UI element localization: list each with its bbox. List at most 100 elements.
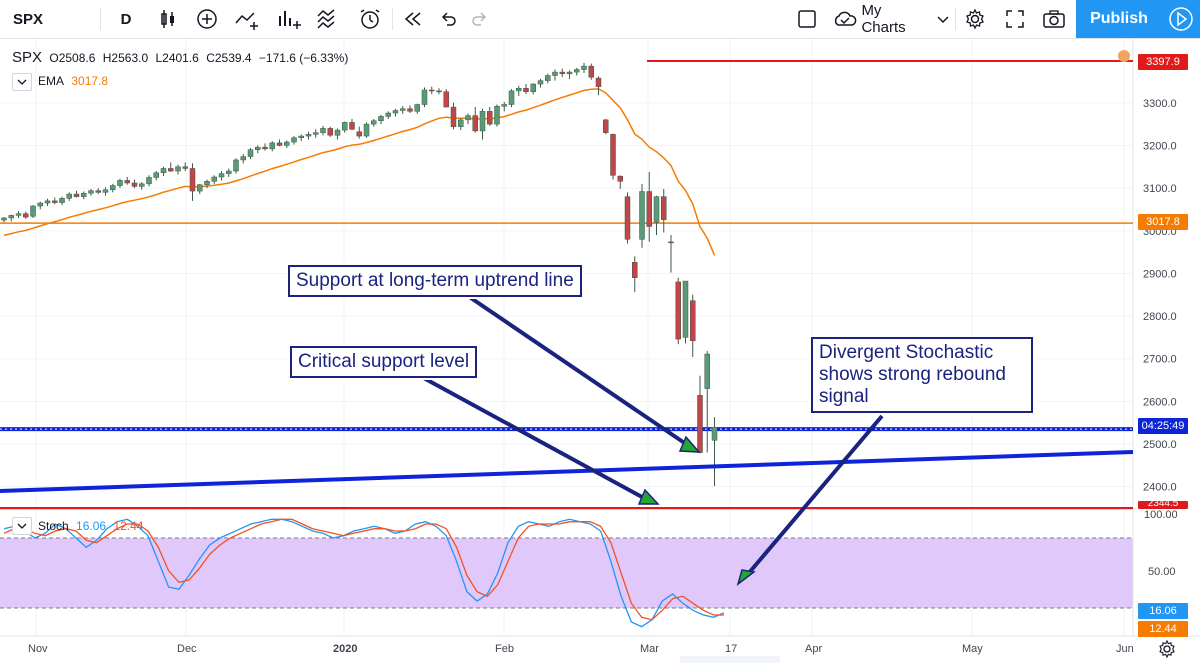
candle-body [378,116,384,121]
candle-body [617,175,623,182]
candle-body [661,196,667,220]
candle-style-button[interactable] [154,0,182,38]
templates-button[interactable] [312,0,346,38]
candle-body [276,142,283,146]
compare-icon [235,12,258,30]
interval-label: D [120,10,132,28]
arrow-stoch-shaft [746,414,884,576]
stoch-lines [3,518,725,628]
candle-body [545,75,551,81]
candle-body [385,112,391,117]
collapse-stoch-legend-button[interactable] [12,517,32,535]
undo-icon [441,12,456,26]
candle-body [356,131,362,137]
candle-body [247,149,254,157]
publish-button[interactable]: Publish [1076,0,1162,38]
add-circle-icon [197,9,217,29]
undo-button[interactable] [434,0,462,38]
candle-body [139,183,145,187]
fullscreen-icon [1006,10,1024,28]
price-tick: 2500.0 [1143,439,1177,451]
chevron-down-icon [937,16,949,24]
toolbar-divider [955,8,956,30]
play-button[interactable] [1162,0,1200,38]
settings-button[interactable] [960,0,990,38]
callout-divergent-line1: Divergent Stochastic [819,342,994,363]
candle-body [632,262,638,278]
redo-button[interactable] [466,0,494,38]
replay-button[interactable] [398,0,428,38]
crosshair-date-bg [680,656,780,663]
chart-settings-button[interactable] [1158,639,1176,663]
candle-body [392,110,399,114]
candle-body [131,182,138,187]
financials-button[interactable] [272,0,306,38]
legend-high: H2563.0 [102,51,149,65]
callout-uptrend-text: Support at long-term uptrend line [296,270,574,291]
stoch-label-k: 16.06 [1138,603,1188,619]
time-label-jun: Jun [1116,643,1134,655]
layout-button[interactable] [792,0,822,38]
candle-body [146,177,152,185]
arrow-uptrend-head [678,435,701,453]
ema-legend[interactable]: EMA 3017.8 [38,74,112,88]
candle-body [66,193,72,199]
candle-body [334,129,341,136]
candle-body [320,128,326,133]
price-tick: 3200.0 [1143,140,1177,152]
interval-button[interactable]: D [112,0,140,38]
candle-body [494,105,500,125]
my-charts-button[interactable]: My Charts [832,0,950,38]
indicators-button[interactable] [192,0,222,38]
candle-body [160,168,167,173]
compare-button[interactable] [230,0,264,38]
candle-body [153,172,159,178]
play-icon [1169,7,1193,31]
publish-label: Publish [1090,10,1148,27]
ema-legend-name: EMA [38,74,65,88]
redo-icon [472,12,487,26]
candle-body [610,134,616,176]
candle-body [59,198,65,203]
candle-body [682,280,689,338]
stoch-tick-100: 100.00 [1144,509,1178,521]
fullscreen-button[interactable] [1000,0,1030,38]
candle-body [52,200,58,203]
snapshot-button[interactable] [1038,0,1070,38]
candle-body [189,168,196,192]
candle-body [226,170,232,174]
stoch-legend[interactable]: Stoch 16.06 12.44 [38,519,147,533]
candle-body [537,80,544,85]
stoch-legend-k: 16.06 [76,519,107,533]
price-tick: 3100.0 [1143,183,1177,195]
top-toolbar: SPX D My Charts [0,0,1200,39]
symbol-search-button[interactable]: SPX [10,0,46,38]
candle-body [566,71,573,75]
stoch-band [0,538,1133,608]
candle-body [465,115,471,121]
alert-marker-icon[interactable] [1118,50,1130,62]
candle-body [124,180,130,184]
callout-uptrend: Support at long-term uptrend line [288,265,582,297]
candle-body [487,111,493,125]
candle-body [479,111,486,132]
price-label-ema: 3017.8 [1138,214,1188,230]
candle-body [450,106,457,127]
price-tick: 2800.0 [1143,311,1177,323]
candle-body [255,146,261,150]
candle-body [95,190,101,193]
candle-body [284,141,290,146]
time-label-apr: Apr [805,643,823,655]
legend-open: O2508.6 [49,51,96,65]
price-tick: 2900.0 [1143,268,1177,280]
callout-arrows [419,294,884,586]
collapse-legend-button[interactable] [12,73,32,91]
toolbar-divider [392,8,393,30]
stoch-series-d [3,518,724,621]
alert-button[interactable] [354,0,386,38]
candle-body [175,166,181,172]
candle-body [81,192,87,197]
my-charts-label: My Charts [861,2,906,36]
candle-body [690,300,696,342]
